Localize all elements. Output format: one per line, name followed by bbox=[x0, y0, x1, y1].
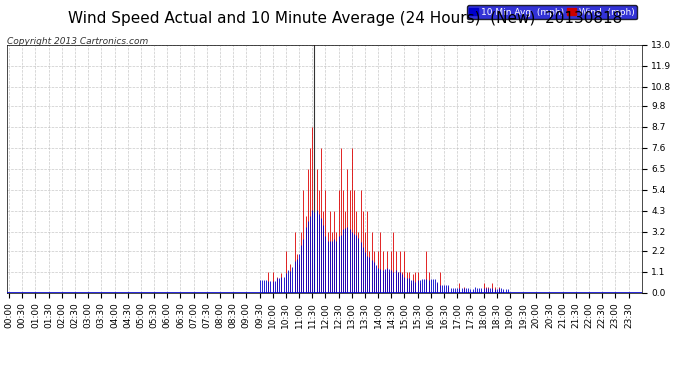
Text: Wind Speed Actual and 10 Minute Average (24 Hours)  (New)  20130818: Wind Speed Actual and 10 Minute Average … bbox=[68, 11, 622, 26]
Text: Copyright 2013 Cartronics.com: Copyright 2013 Cartronics.com bbox=[7, 38, 148, 46]
Legend: 10 Min Avg  (mph), Wind  (mph): 10 Min Avg (mph), Wind (mph) bbox=[466, 5, 637, 20]
